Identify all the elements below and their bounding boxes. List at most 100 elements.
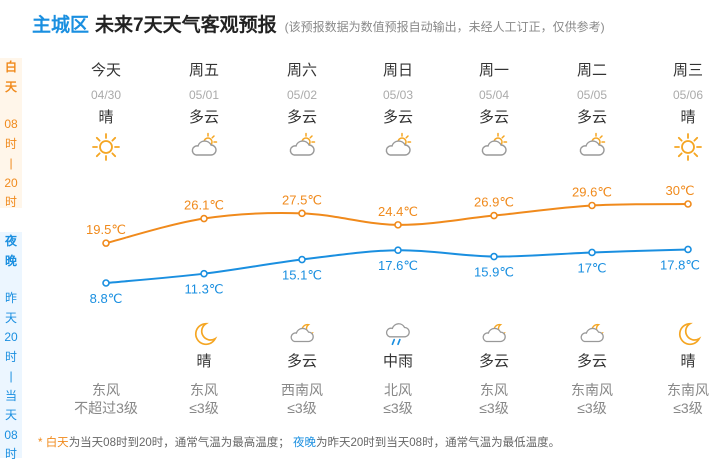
rain-icon (384, 320, 412, 348)
forecast-header: 主城区 未来7天天气客观预报 (该预报数据为数值预报自动输出，未经人工订正，仅供… (32, 10, 605, 36)
cloudy-icon (577, 132, 607, 162)
day-name: 周日 (382, 62, 413, 79)
day-column: 周日 05/03 多云 (353, 60, 443, 162)
night-weather: 晴 (196, 353, 212, 370)
high-temp-label: 26.1℃ (184, 198, 224, 213)
wind-direction: 东南风 (667, 382, 709, 398)
side-night-char: 时 (4, 447, 17, 461)
day-name: 今天 (90, 62, 121, 79)
low-temp-label: 11.3℃ (185, 282, 224, 297)
wind-level: ≤3级 (577, 400, 607, 416)
night-band-label: 夜 晚 昨 天 20 时 | 当 天 08 时 (0, 232, 22, 461)
day-column: 周二 05/05 多云 (547, 60, 637, 162)
low-temp-point (102, 279, 110, 287)
high-temp-label: 27.5℃ (282, 192, 322, 207)
day-name: 周三 (672, 62, 703, 79)
day-column: 周一 05/04 多云 (449, 60, 539, 162)
wind-level: ≤3级 (479, 400, 509, 416)
side-night-char: 时 (4, 349, 17, 364)
side-day-char: 天 (4, 79, 17, 94)
day-date: 05/03 (382, 88, 414, 102)
night-weather (61, 351, 151, 373)
cloudy-icon (383, 132, 413, 162)
side-night-char: 昨 (4, 291, 17, 305)
low-temp-label: 15.1℃ (282, 268, 322, 283)
day-date: 05/06 (672, 88, 704, 102)
day-name: 周五 (188, 62, 219, 79)
side-night-char: 20 (4, 330, 18, 344)
day-weather: 晴 (98, 109, 114, 126)
wind-level: ≤3级 (287, 400, 317, 416)
footer-day-text: 为当天08时到20时，通常气温为最高温度； (68, 437, 290, 449)
high-temp-point (490, 211, 498, 220)
wind-level: ≤3级 (189, 400, 219, 416)
day-date: 05/01 (188, 88, 220, 102)
high-temp-point (588, 201, 596, 210)
wind-direction: 北风 (384, 382, 412, 398)
side-day-char: 08 (4, 117, 18, 131)
wind-direction: 东风 (480, 382, 508, 398)
night-column: 晴东南风 ≤3级 (643, 320, 720, 417)
high-temp-point (298, 209, 306, 218)
daytime-band-label: 白 天 08 时 | 20 时 (0, 58, 22, 209)
city-name[interactable]: 主城区 (32, 15, 90, 36)
footer-night-keyword: 夜晚 (292, 437, 316, 449)
side-night-char: 天 (4, 310, 17, 325)
high-temp-point (200, 214, 208, 223)
wind-direction: 西南风 (281, 382, 323, 398)
cloudy-night-icon (480, 320, 508, 348)
night-column: 多云东南风 ≤3级 (547, 320, 637, 417)
wind-level: 不超过3级 (74, 400, 138, 416)
wind-direction: 东风 (92, 382, 120, 398)
night-weather: 多云 (576, 353, 607, 370)
day-date: 05/05 (576, 88, 608, 102)
day-date: 05/02 (286, 88, 318, 102)
night-column: 多云 西南风 ≤3级 (257, 320, 347, 417)
side-day-char: | (9, 156, 13, 170)
wind-level: ≤3级 (383, 400, 413, 416)
low-temp-point (394, 246, 402, 255)
moon-icon (674, 320, 702, 348)
cloudy-icon (479, 132, 509, 162)
footer-day-keyword: 白天 (45, 437, 69, 449)
low-temp-point (298, 255, 306, 264)
side-day-char: 时 (4, 136, 17, 151)
wind-level: ≤3级 (673, 400, 703, 416)
moon-icon (190, 320, 218, 348)
side-day-char: 20 (4, 175, 18, 190)
day-name: 周一 (478, 62, 509, 79)
wind-direction: 东风 (190, 382, 218, 398)
day-weather: 多云 (286, 109, 317, 126)
footer-night-text: 为昨天20时到当天08时，通常气温为最低温度。 (315, 437, 561, 449)
day-date: 05/04 (478, 88, 510, 102)
night-weather: 多云 (478, 353, 509, 370)
side-night-char: 08 (4, 427, 18, 442)
high-temp-point (102, 239, 110, 247)
cloudy-night-icon (578, 320, 606, 348)
high-temp-label: 30℃ (665, 183, 694, 198)
night-weather: 中雨 (382, 353, 413, 370)
sunny-icon (673, 132, 703, 162)
day-name: 周六 (286, 62, 317, 79)
side-night-char: | (9, 369, 13, 383)
wind-direction: 东南风 (571, 382, 613, 398)
day-name: 周二 (576, 62, 607, 79)
day-column: 周六 05/02 多云 (257, 60, 347, 162)
low-temp-point (200, 269, 208, 278)
night-weather: 晴 (680, 353, 696, 370)
night-column: 东风不超过3级 (61, 320, 151, 417)
low-temp-label: 17℃ (577, 260, 606, 275)
night-column: 晴东风 ≤3级 (159, 320, 249, 417)
page-title: 未来7天天气客观预报 (95, 15, 277, 36)
day-column: 今天 04/30 晴 (61, 60, 151, 162)
footer-legend: * 白天为当天08时到20时，通常气温为最高温度； 夜晚为昨天20时到当天08时… (38, 434, 560, 450)
day-weather: 多云 (478, 109, 509, 126)
high-temp-point (684, 200, 692, 208)
night-column: 多云东风 ≤3级 (449, 320, 539, 417)
day-date: 04/30 (90, 88, 122, 102)
cloudy-icon (189, 132, 219, 162)
high-temp-label: 26.9℃ (474, 195, 514, 210)
night-column: 中雨北风 ≤3级 (353, 320, 443, 417)
high-temp-point (394, 221, 402, 229)
day-weather: 多云 (382, 109, 413, 126)
